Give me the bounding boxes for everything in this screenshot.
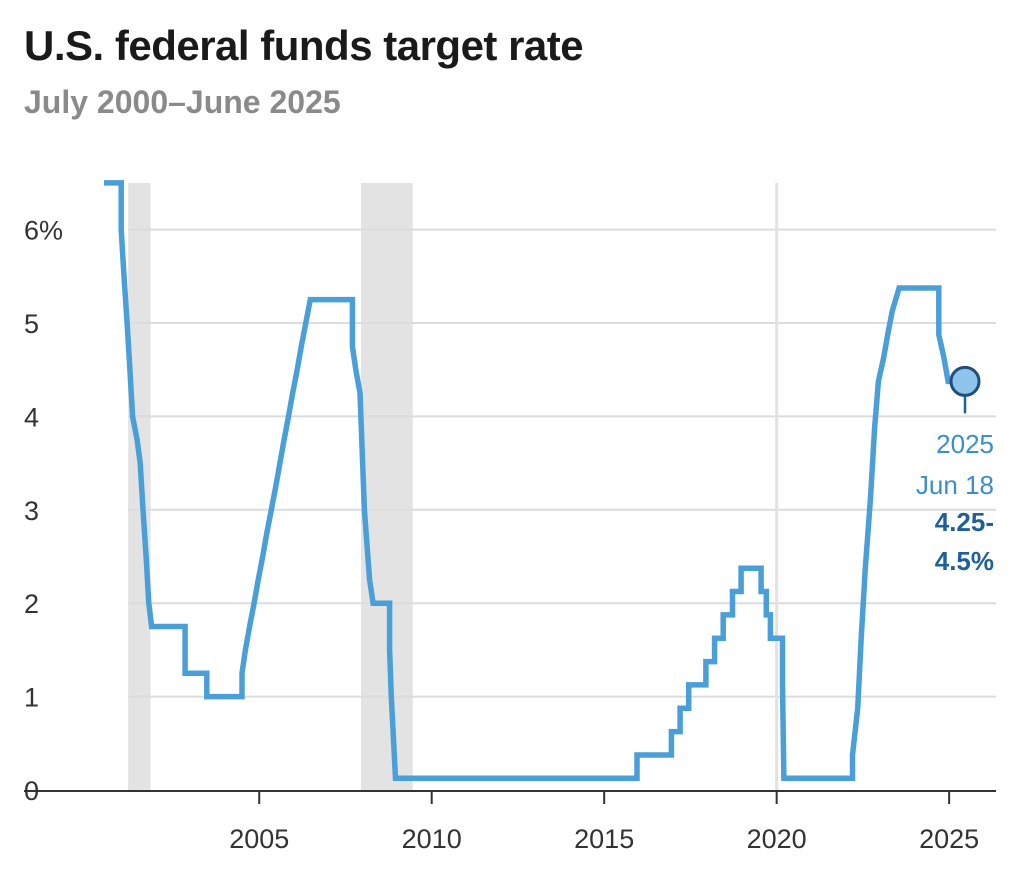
x-tick-label-2010: 2010	[402, 824, 462, 854]
y-tick-label-3: 3	[24, 496, 39, 526]
shaded-period-2	[360, 183, 413, 790]
annotation-marker	[949, 365, 981, 397]
x-tick-label-2005: 2005	[229, 824, 289, 854]
latest-value-annotation: 2025 Jun 18 4.25- 4.5%	[916, 365, 994, 576]
gridlines	[128, 228, 996, 698]
y-tick-label-2: 2	[24, 589, 39, 619]
series-line	[104, 180, 965, 782]
annotation-date: Jun 18	[916, 470, 994, 500]
annotation-value-line1: 4.25-	[935, 507, 994, 537]
annotation-value-line2: 4.5%	[935, 546, 994, 576]
x-tick-label-2025: 2025	[919, 824, 979, 854]
y-tick-label-4: 4	[24, 402, 39, 432]
chart-title: U.S. federal funds target rate	[24, 22, 584, 69]
annotation-year: 2025	[936, 429, 994, 459]
chart-subtitle: July 2000–June 2025	[24, 84, 341, 120]
y-tick-label-5: 5	[24, 309, 39, 339]
y-tick-label-1: 1	[24, 683, 39, 713]
x-tick-label-2015: 2015	[574, 824, 634, 854]
y-tick-label-6: 6%	[24, 216, 63, 246]
recession-shading	[128, 183, 413, 790]
x-tick-label-2020: 2020	[747, 824, 807, 854]
x-axis-ticks: 2005 2010 2015 2020 2025	[229, 791, 979, 854]
